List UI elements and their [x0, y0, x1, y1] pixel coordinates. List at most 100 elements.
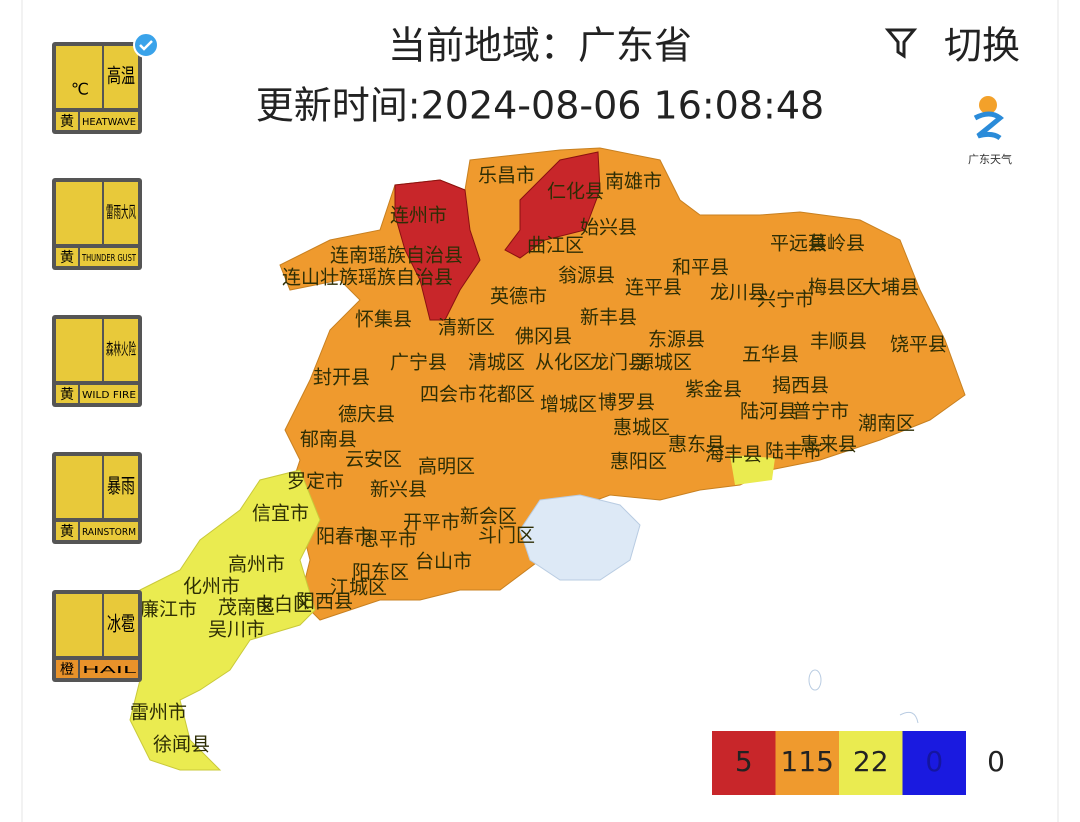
place-label: 始兴县	[580, 217, 637, 239]
english-bg	[80, 660, 138, 678]
warning-name: 高温	[107, 64, 135, 88]
place-label: 梅县区	[808, 277, 865, 299]
place-label: 连平县	[625, 277, 682, 299]
warning-level: 黄	[60, 386, 74, 403]
icon-pic	[56, 594, 102, 656]
place-label: 兴宁市	[757, 289, 814, 311]
place-label: 阳东区	[352, 562, 409, 584]
place-label: 潮南区	[858, 413, 915, 435]
place-label: 揭西县	[772, 375, 829, 397]
place-label: 封开县	[313, 367, 370, 389]
place-label: 雷州市	[130, 702, 187, 724]
place-label: 罗定市	[287, 471, 344, 493]
switch-button[interactable]: 切换	[884, 24, 1020, 68]
place-label: 新会区	[460, 506, 517, 528]
place-label: 台山市	[415, 551, 472, 573]
place-label: 阳西县	[296, 591, 353, 613]
place-label: 平远县	[770, 233, 827, 255]
icon-text-bg	[104, 182, 138, 244]
active-badge	[133, 32, 159, 58]
place-label: 连山壮族瑶族自治县	[282, 267, 453, 289]
warning-name: 雷雨大风	[106, 203, 136, 222]
warning-level: 黄	[60, 523, 74, 540]
place-label: 茂南区	[218, 597, 275, 619]
place-label: 南雄市	[605, 171, 662, 193]
legend-swatch	[775, 731, 839, 795]
warning-english: HAIL	[82, 665, 137, 676]
place-label: 英德市	[490, 286, 547, 308]
place-label: 斗门区	[478, 525, 535, 547]
icon-pic	[56, 319, 102, 381]
place-label: 陆丰市	[765, 441, 822, 463]
legend-count: 115	[781, 745, 834, 778]
place-label: 普宁市	[792, 401, 849, 423]
level-bg	[56, 660, 78, 678]
warning-icon[interactable]: 冰雹橙 HAIL	[52, 590, 142, 682]
logo-sun	[979, 96, 997, 114]
warning-icon[interactable]: 高温 ℃ 黄 HEATWAVE	[52, 42, 142, 134]
place-label: 仁化县	[547, 181, 604, 203]
place-label: 廉江市	[140, 599, 197, 621]
english-bg	[80, 385, 138, 403]
place-label: 曲江区	[527, 235, 584, 257]
place-label: 惠来县	[800, 434, 857, 456]
icon-pic	[56, 46, 102, 108]
place-label: 饶平县	[890, 334, 947, 356]
yellow-region	[129, 469, 321, 771]
place-label: 连南瑶族自治县	[330, 245, 463, 267]
icon-pic	[56, 456, 102, 518]
place-label: 翁源县	[558, 265, 615, 287]
update-time: 更新时间:2024-08-06 16:08:48	[256, 84, 824, 128]
warning-name: 森林火险	[106, 340, 136, 359]
place-label: 吴川市	[208, 619, 265, 641]
warning-english: WILD FIRE	[82, 390, 136, 401]
place-label: 佛冈县	[515, 326, 572, 348]
place-label: 龙川县	[710, 282, 767, 304]
level-bg	[56, 522, 78, 540]
legend-swatch	[902, 731, 966, 795]
place-label: 阳春市	[316, 526, 373, 548]
level-bg	[56, 385, 78, 403]
legend-count: 5	[735, 745, 753, 778]
place-label: 德庆县	[338, 404, 395, 426]
warning-english: HEATWAVE	[82, 117, 136, 128]
place-label: 电白区	[255, 594, 312, 616]
place-label: 源城区	[635, 352, 692, 374]
level-bg	[56, 112, 78, 130]
icon-text-bg	[104, 594, 138, 656]
place-label: 乐昌市	[478, 165, 535, 187]
place-label: 大埔县	[862, 277, 919, 299]
place-label: 信宜市	[252, 503, 309, 525]
red-region	[504, 151, 601, 259]
warning-level: 黄	[60, 113, 74, 130]
warning-english: THUNDER GUST	[81, 253, 136, 264]
place-label: 广宁县	[390, 352, 447, 374]
place-label: 惠城区	[613, 417, 670, 439]
island	[808, 669, 822, 691]
place-label: 开平市	[403, 512, 460, 534]
place-label: 增城区	[540, 394, 597, 416]
place-label: 化州市	[183, 576, 240, 598]
place-label: 四会市	[420, 384, 477, 406]
place-label: 高明区	[418, 456, 475, 478]
warning-name: 暴雨	[107, 474, 135, 498]
legend-swatch	[839, 731, 903, 795]
icon-text-bg	[104, 319, 138, 381]
place-label: 恩平市	[360, 529, 417, 551]
place-label: 连州市	[390, 205, 447, 227]
warning-symbol: ℃	[71, 80, 89, 99]
icon-pic	[56, 182, 102, 244]
place-label: 海丰县	[705, 444, 762, 466]
legend-none-count: 0	[987, 745, 1005, 778]
icon-text-bg	[104, 456, 138, 518]
english-bg	[80, 248, 138, 266]
switch-label[interactable]: 切换	[944, 24, 1020, 68]
warning-icon[interactable]: 暴雨黄 RAINSTORM	[52, 452, 142, 544]
place-label: 丰顺县	[810, 331, 867, 353]
place-label: 陆河县	[740, 401, 797, 423]
place-label: 新兴县	[370, 479, 427, 501]
